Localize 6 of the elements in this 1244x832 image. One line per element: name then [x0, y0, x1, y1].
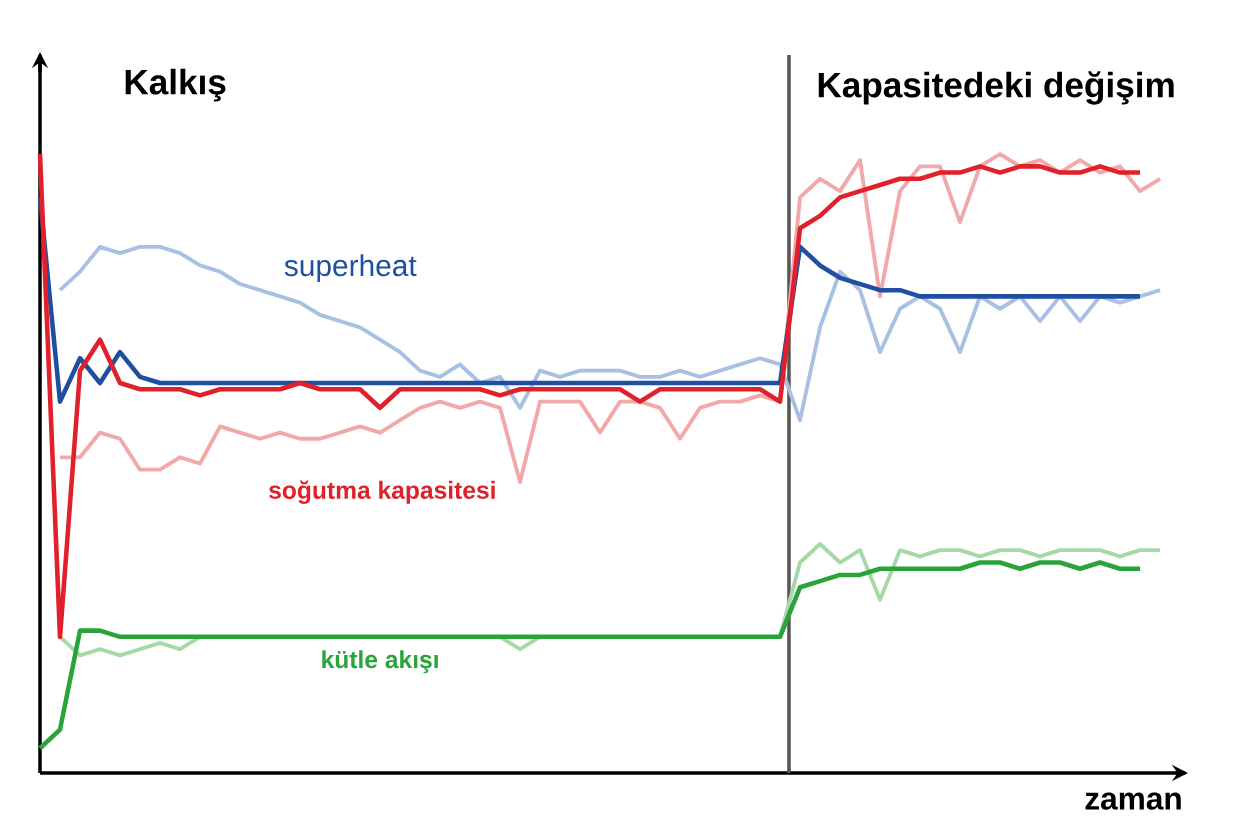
x-axis-title: zaman	[1085, 792, 1181, 810]
text: Kalkış	[125, 68, 226, 102]
text: Kapasitedeki değişim	[818, 71, 1174, 105]
text: superheat	[284, 254, 417, 283]
text: soğutma kapasitesi	[269, 480, 495, 504]
series-label: kütle akışı	[322, 650, 438, 674]
